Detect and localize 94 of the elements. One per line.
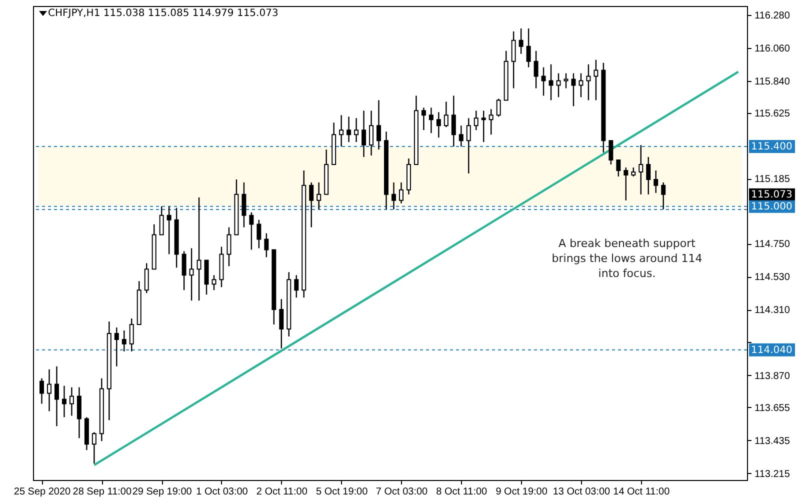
candlestick [354, 118, 359, 143]
candlestick [122, 330, 126, 352]
candlestick [488, 108, 494, 136]
candlestick [256, 219, 262, 249]
candlestick [654, 170, 658, 194]
x-tick-label: 25 Sep 2020 [14, 486, 72, 498]
candlestick [444, 101, 448, 128]
candlestick [92, 432, 96, 464]
y-tick-label: 115.625 [754, 108, 790, 120]
candlestick [518, 28, 524, 54]
y-tick-label: 115.185 [754, 174, 790, 186]
y-tick-label: 116.280 [754, 10, 790, 22]
candlestick [624, 166, 628, 201]
candlestick [182, 250, 186, 291]
candlestick [458, 125, 464, 148]
candlestick [586, 64, 591, 101]
candlestick [578, 72, 584, 98]
candlestick [594, 59, 598, 101]
candlestick [564, 72, 568, 89]
ref-line-label: 115.000 [751, 201, 792, 212]
candlestick [69, 386, 74, 416]
candlestick [264, 232, 269, 258]
ref-line-label: 114.040 [751, 344, 792, 356]
candlestick [548, 64, 554, 101]
x-tick-label: 9 Oct 19:00 [496, 486, 548, 498]
candlestick [144, 262, 149, 294]
text: 115.073 [751, 189, 792, 200]
x-tick-label: 5 Oct 19:00 [316, 486, 368, 498]
x-tick-label: 29 Sep 19:00 [132, 486, 192, 498]
candlestick [39, 378, 44, 404]
chart-title: CHFJPY,H1 115.038 115.085 114.979 115.073 [48, 8, 278, 19]
candlestick [638, 144, 644, 196]
candlestick [616, 159, 621, 178]
candlestick [376, 100, 382, 150]
candlestick [369, 110, 374, 156]
candlestick [166, 206, 172, 255]
candlestick [646, 156, 651, 196]
candlestick [571, 72, 576, 107]
x-tick-label: 8 Oct 11:00 [436, 486, 488, 498]
annotation: A break beneath support brings the lows around 114 into focus. [552, 237, 702, 280]
candlestick [608, 140, 614, 166]
candlestick [534, 50, 538, 89]
y-tick-label: 116.060 [754, 43, 790, 54]
y-tick-label: 113.215 [754, 468, 790, 480]
candlestick [481, 110, 486, 143]
y-tick-label: 113.655 [754, 402, 790, 414]
candlestick [226, 226, 232, 267]
candlestick [421, 107, 426, 131]
candlestick [496, 98, 501, 118]
x-tick-label: 14 Oct 11:00 [613, 486, 670, 498]
candlestick [451, 95, 456, 148]
candlestick [242, 182, 246, 228]
y-tick-label: 114.750 [754, 239, 790, 250]
y-tick-label: 115.840 [754, 76, 790, 88]
candlestick [428, 107, 434, 134]
candlestick [62, 385, 66, 418]
candlestick [204, 260, 209, 296]
candlestick [556, 72, 561, 98]
candlestick [339, 114, 344, 148]
y-tick-label: 113.435 [754, 436, 790, 447]
candlestick [54, 366, 59, 427]
y-tick-label: 114.310 [754, 305, 790, 316]
candlestick [189, 248, 194, 302]
x-tick-label: 7 Oct 03:00 [376, 486, 428, 498]
candlestick [511, 30, 516, 89]
candlestick [159, 206, 164, 236]
candlestick [474, 110, 478, 131]
x-tick-label: 13 Oct 03:00 [552, 486, 611, 498]
candlestick [196, 196, 202, 302]
y-tick-label: 113.870 [754, 370, 790, 382]
x-tick-label: 28 Sep 11:00 [72, 486, 132, 498]
candlestick [436, 112, 441, 138]
candlestick [114, 326, 119, 367]
candlestick [661, 182, 666, 210]
x-tick-label: 2 Oct 11:00 [256, 486, 308, 498]
candlestick [76, 386, 82, 439]
ref-line-label: 115.400 [751, 142, 792, 153]
candlestick [398, 182, 404, 204]
candlestick [212, 274, 216, 291]
candlestick [391, 182, 396, 210]
candlestick [541, 66, 546, 96]
x-tick-label: 1 Oct 03:00 [196, 486, 248, 498]
candlestick [466, 118, 471, 174]
candlestick [526, 28, 531, 68]
candlestick [294, 274, 299, 298]
candlestick [316, 182, 322, 210]
candlestick [362, 110, 366, 158]
candlestick [129, 318, 134, 352]
candlestick [249, 212, 254, 250]
candlestick [346, 116, 352, 143]
candlestick [309, 182, 314, 228]
y-tick-label: 114.530 [754, 272, 790, 284]
candlestick [279, 298, 284, 350]
candlestick [46, 368, 52, 412]
